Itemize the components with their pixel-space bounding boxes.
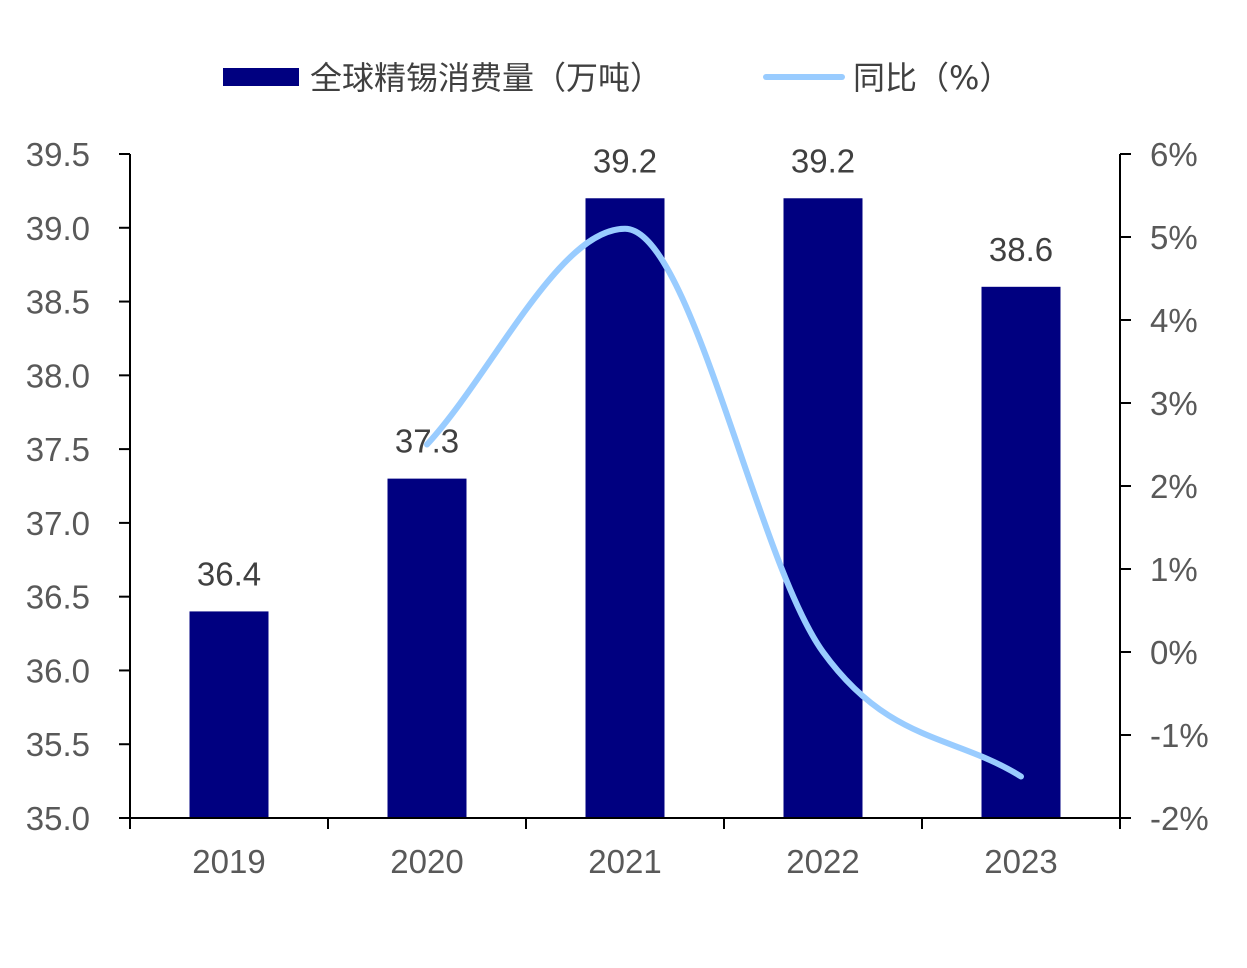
bar-data-label-2022: 39.2 <box>791 142 855 179</box>
y-right-tick-label-2%: 2% <box>1150 468 1198 505</box>
bar-2021 <box>585 198 665 818</box>
y-left-tick-label-37.5: 37.5 <box>26 431 90 468</box>
bar-2020 <box>387 478 467 818</box>
axes: 35.0 35.5 36.0 36.5 37.0 37.5 38.0 38.5 39.0 39.5… <box>26 136 1209 880</box>
y-right-tick-label--2%: -2% <box>1150 800 1209 837</box>
bar-2019 <box>189 611 269 818</box>
y-right-tick-label-0%: 0% <box>1150 634 1198 671</box>
bar-data-label-2019: 36.4 <box>197 555 261 592</box>
y-right-tick-label-5%: 5% <box>1150 219 1198 256</box>
y-left-tick-label-36.0: 36.0 <box>26 652 90 689</box>
y-left-tick-label-38.0: 38.0 <box>26 357 90 394</box>
y-left-tick-label-39.0: 39.0 <box>26 210 90 247</box>
x-tick-label-2019: 2019 <box>192 843 265 880</box>
y-right-tick-label--1%: -1% <box>1150 717 1209 754</box>
bar-data-label-2023: 38.6 <box>989 231 1053 268</box>
y-right-tick-label-6%: 6% <box>1150 136 1198 173</box>
y-right-tick-label-1%: 1% <box>1150 551 1198 588</box>
y-left-tick-label-36.5: 36.5 <box>26 579 90 616</box>
y-left-tick-label-38.5: 38.5 <box>26 284 90 321</box>
legend-bar-swatch <box>223 68 299 86</box>
y-right-tick-label-4%: 4% <box>1150 302 1198 339</box>
y-right-tick-label-3%: 3% <box>1150 385 1198 422</box>
bar-2023 <box>981 286 1061 818</box>
x-tick-label-2020: 2020 <box>390 843 463 880</box>
bar-2022 <box>783 198 863 818</box>
bar-data-label-2021: 39.2 <box>593 142 657 179</box>
line-path-yoy <box>424 225 1024 780</box>
legend-bar-label: 全球精锡消费量（万吨） <box>310 59 662 97</box>
line-series <box>424 225 1024 780</box>
bar-series <box>189 198 1061 818</box>
y-left-tick-label-37.0: 37.0 <box>26 505 90 542</box>
x-tick-label-2021: 2021 <box>588 843 661 880</box>
bar-data-labels: 36.4 37.3 39.2 39.2 38.6 <box>197 142 1053 592</box>
y-left-tick-label-35.0: 35.0 <box>26 800 90 837</box>
legend-line-label: 同比（%） <box>853 59 1011 97</box>
y-left-tick-label-35.5: 35.5 <box>26 726 90 763</box>
bar-data-label-2020: 37.3 <box>395 423 459 460</box>
x-tick-label-2023: 2023 <box>984 843 1057 880</box>
y-left-tick-label-39.5: 39.5 <box>26 136 90 173</box>
x-tick-label-2022: 2022 <box>786 843 859 880</box>
legend: 全球精锡消费量（万吨） 同比（%） <box>223 59 1011 97</box>
